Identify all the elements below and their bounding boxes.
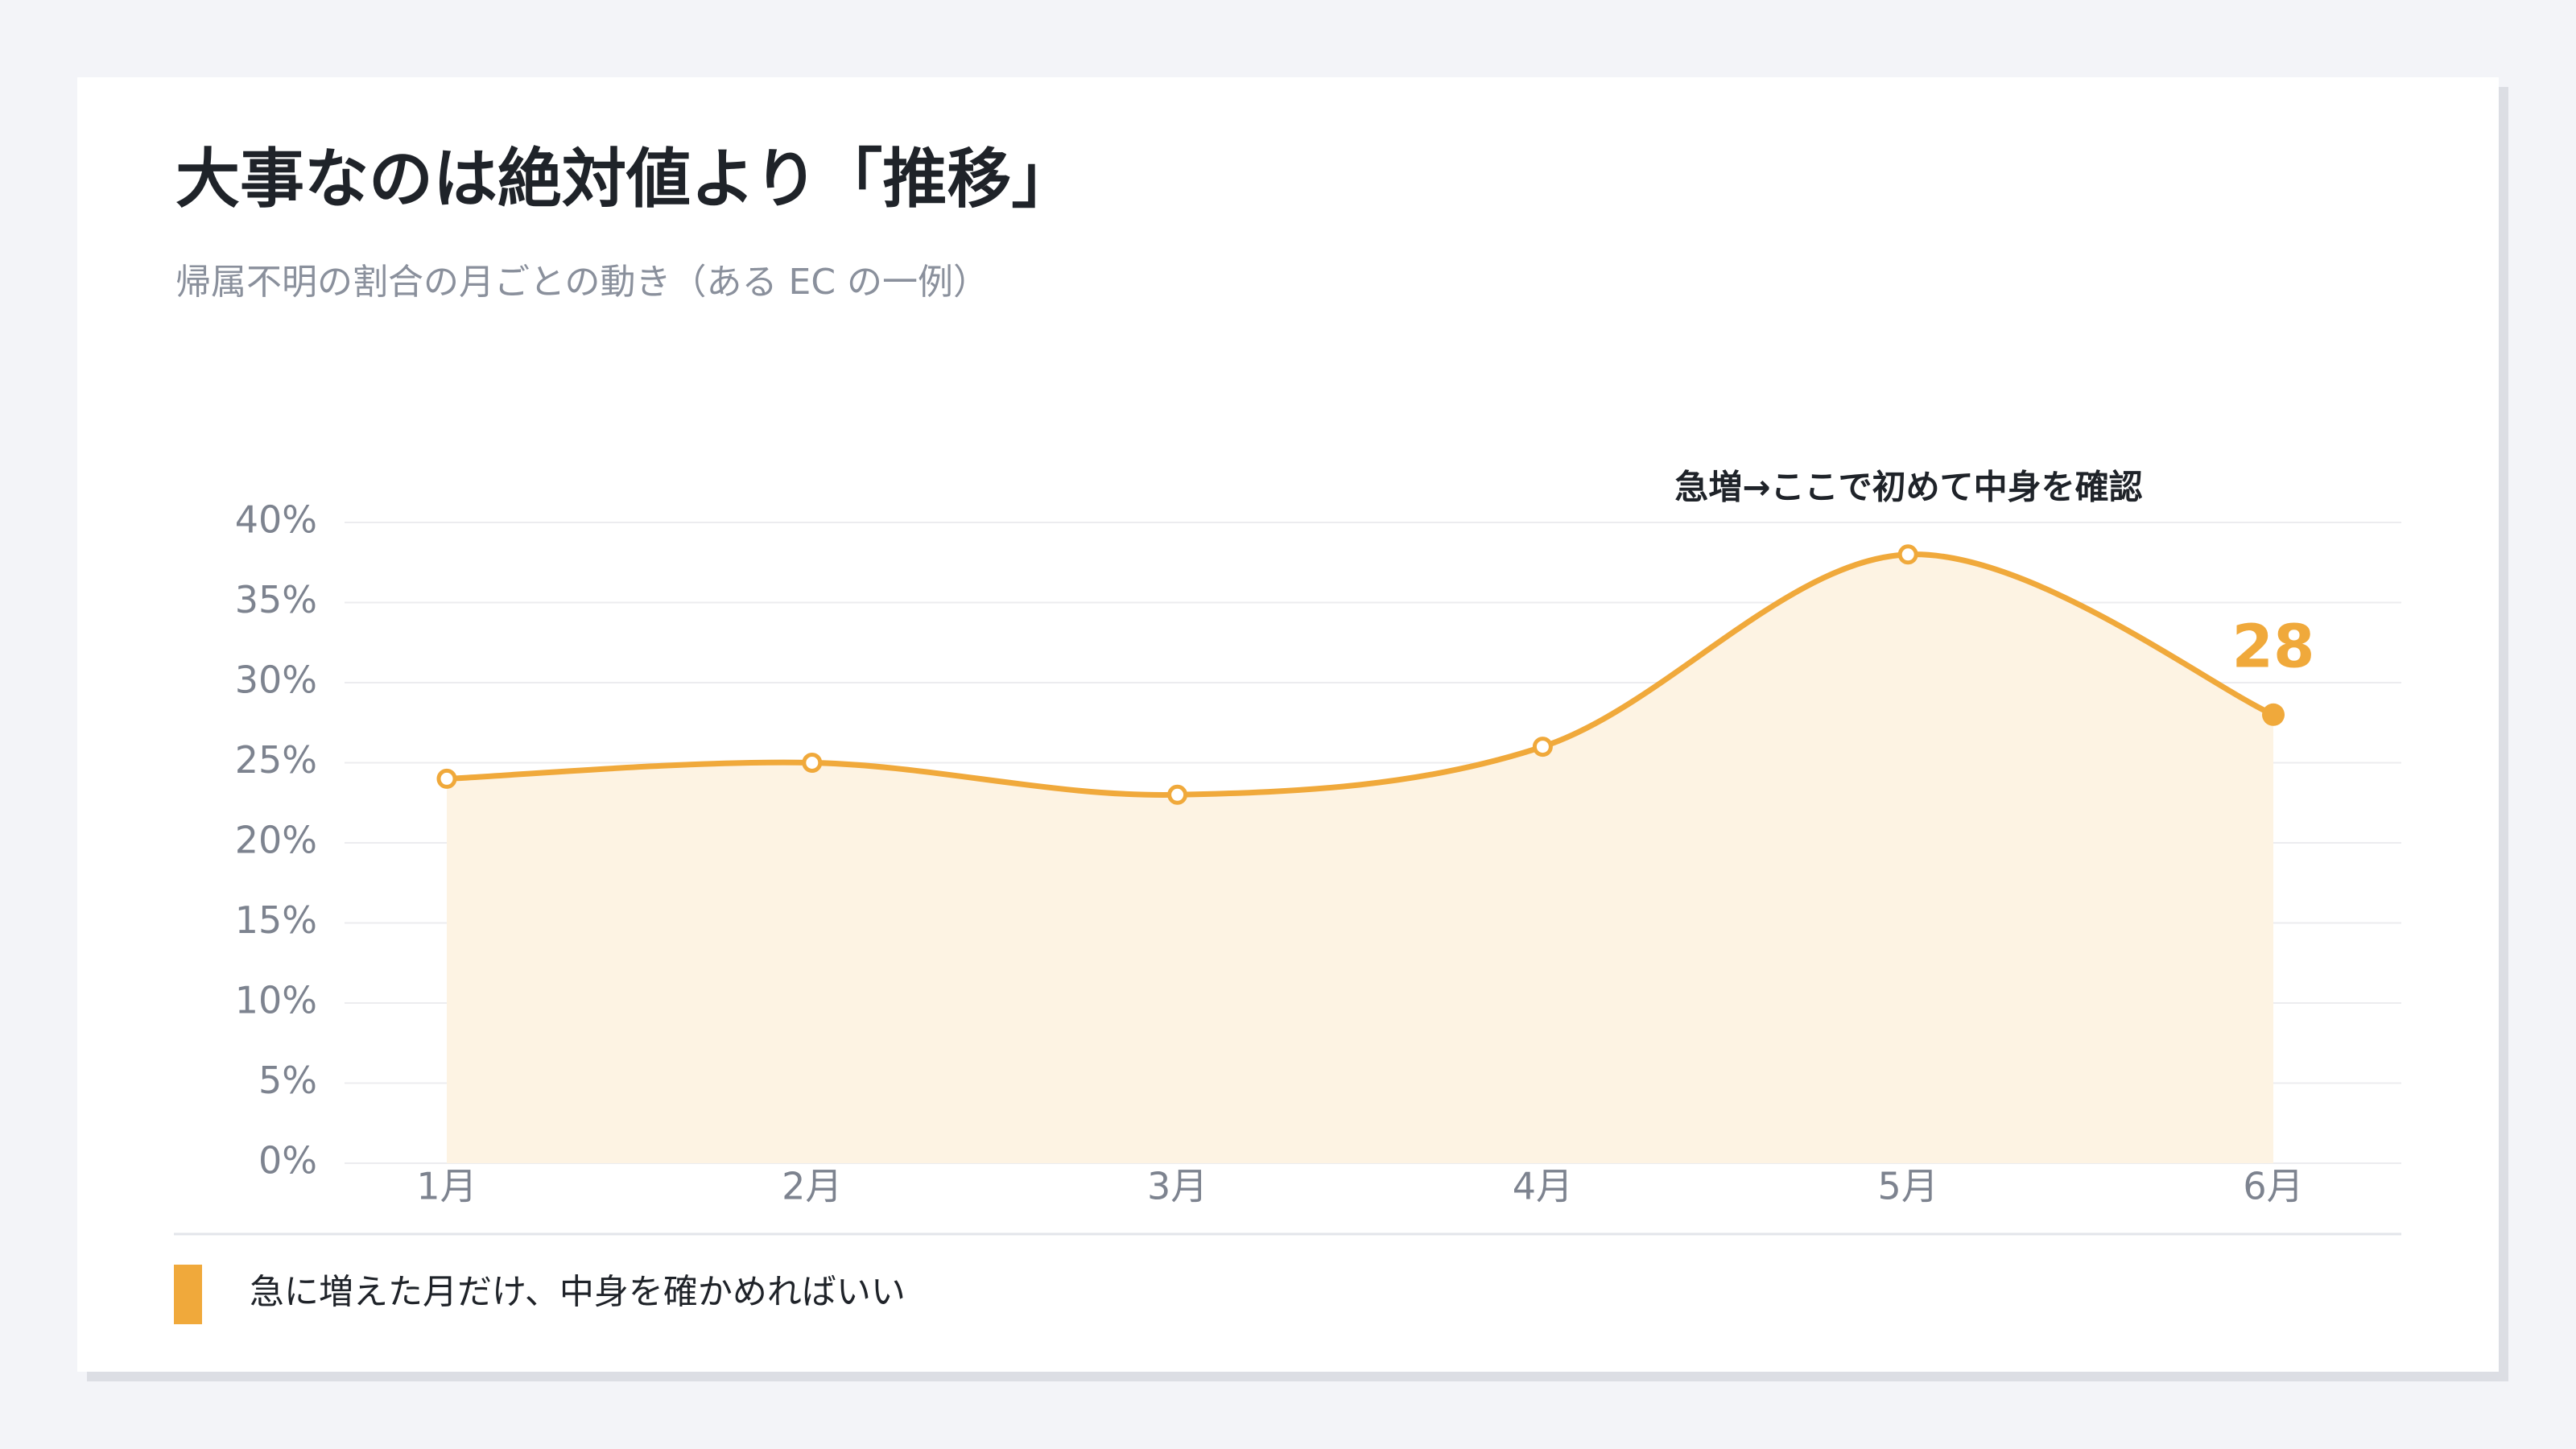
value-label: 28 [2232, 612, 2315, 681]
y-tick-label: 25% [235, 738, 317, 782]
point [2262, 703, 2285, 726]
point [1897, 544, 1918, 565]
point [436, 768, 457, 789]
point [1167, 784, 1188, 805]
y-tick-label: 20% [235, 819, 317, 862]
y-tick-label: 35% [235, 578, 317, 621]
y-tick-label: 5% [258, 1059, 317, 1102]
line [446, 551, 2275, 798]
x-tick-label: 2月 [782, 1165, 842, 1208]
x-tick-label: 1月 [416, 1165, 477, 1208]
x-tick-label: 6月 [2243, 1165, 2303, 1208]
x-tick-label: 4月 [1513, 1165, 1573, 1208]
area [447, 554, 2273, 1163]
y-tick-label: 15% [235, 898, 317, 942]
y-tick-label: 30% [235, 658, 317, 702]
point [802, 753, 823, 773]
note: 急に増えた月だけ、中身を確かめればいい [250, 1273, 906, 1313]
x-tick-label: 5月 [1878, 1165, 1938, 1208]
y-tick-label: 40% [235, 498, 317, 542]
y-tick-label: 0% [258, 1139, 317, 1183]
chart-title: 大事なのは絶対値より「推移」 [175, 142, 1075, 217]
point [1532, 737, 1553, 758]
y-tick-label: 10% [235, 979, 317, 1022]
x-tick-label: 3月 [1147, 1165, 1208, 1208]
annotation: 急増→ここで初めて中身を確認 [1674, 468, 2142, 507]
chart-subtitle: 帰属不明の割合の月ごとの動き（ある EC の一例） [175, 262, 989, 303]
note-swatch [174, 1265, 202, 1324]
